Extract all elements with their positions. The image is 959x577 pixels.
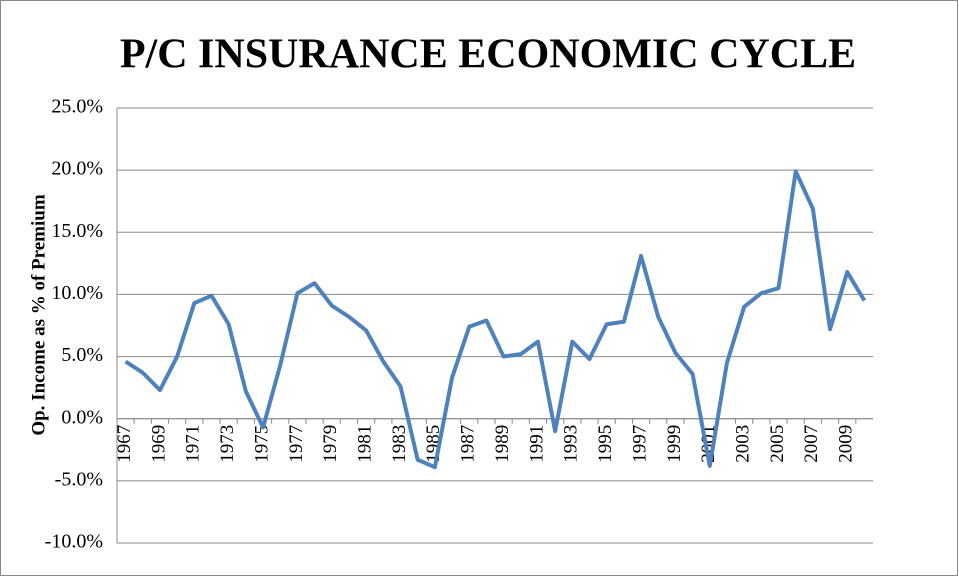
y-tick-label: 5.0% [61,344,103,366]
x-tick-label: 1975 [251,425,272,463]
x-tick-label: 1973 [217,425,238,463]
x-tick-label: 2003 [732,425,753,463]
x-tick-label: 1995 [595,425,616,463]
y-tick-label: 10.0% [51,282,103,304]
y-tick-label: 15.0% [51,220,103,242]
y-axis-label: Op. Income as % of Premium [28,194,49,436]
line-series [124,169,867,470]
y-tick-label: 20.0% [51,158,103,180]
x-tick-label: 1987 [458,425,479,463]
y-tick-label: 0.0% [61,406,103,428]
x-tick-label: 1967 [114,425,135,463]
x-tick-label: 1993 [561,425,582,463]
x-tick-label: 2005 [767,425,788,463]
x-tick-label: 1977 [286,425,307,463]
x-tick-label: 2007 [801,425,822,463]
x-tick-label: 1983 [389,425,410,463]
x-tick-label: 1979 [320,425,341,463]
x-tick-label: 2009 [836,425,857,463]
y-tick-label: 25.0% [51,96,103,118]
y-tick-label: -5.0% [55,468,103,490]
x-tick-label: 1981 [354,425,375,463]
x-tick-label: 1969 [148,425,169,463]
x-tick-label: 1971 [183,425,204,463]
x-tick-label: 1999 [664,425,685,463]
chart-title: P/C INSURANCE ECONOMIC CYCLE [120,32,856,78]
y-tick-label: -10.0% [45,531,103,553]
x-tick-label: 1989 [492,425,513,463]
x-tick-label: 1997 [629,425,650,463]
x-tick-label: 1991 [526,425,547,463]
